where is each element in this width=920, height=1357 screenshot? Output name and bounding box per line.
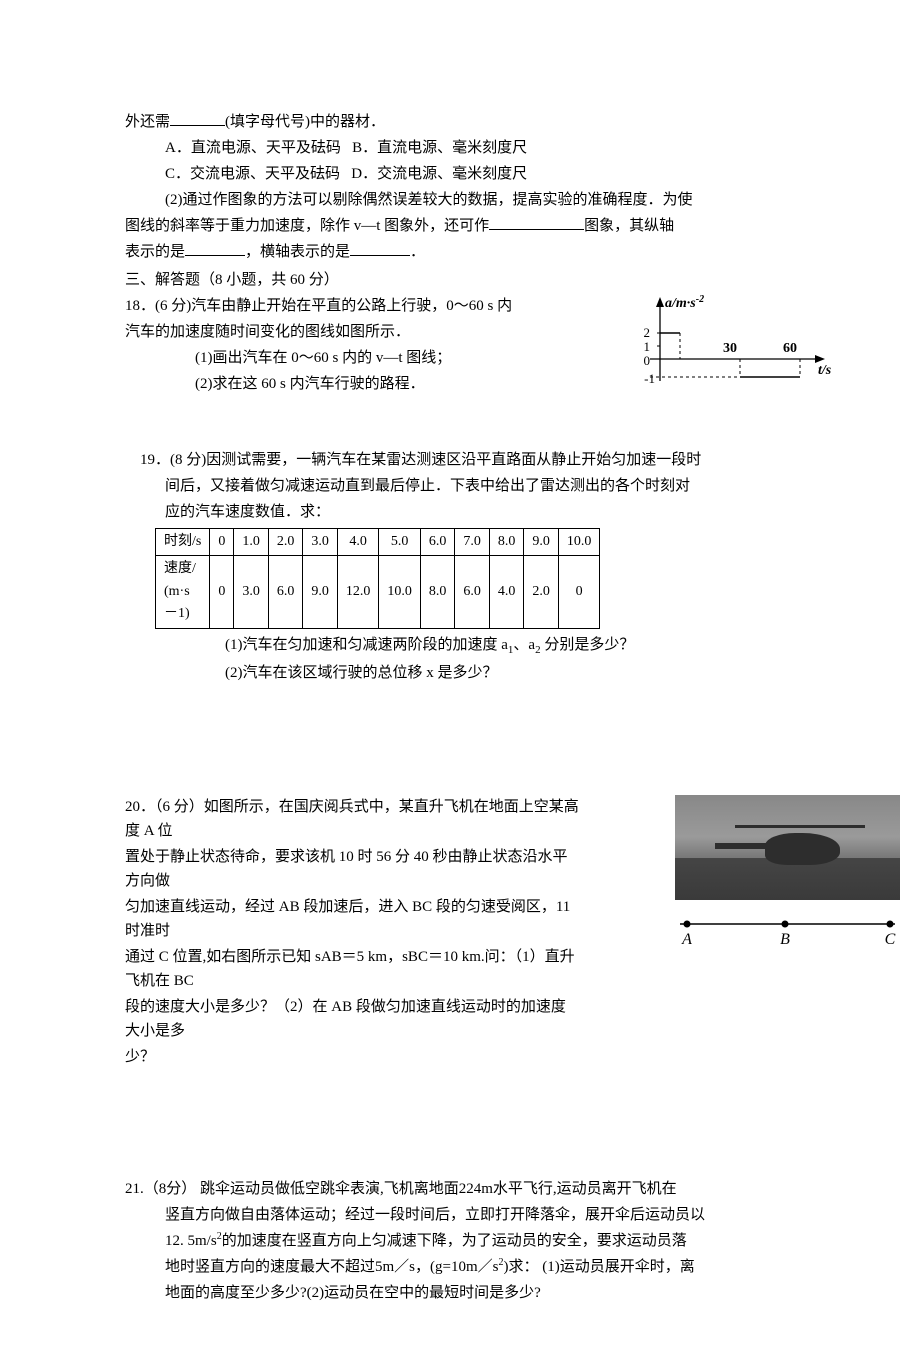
blank-3[interactable] xyxy=(185,255,245,256)
text: (填字母代号)中的器材． xyxy=(225,114,385,130)
q20-l5: 段的速度大小是多少？（2）在 AB 段做匀加速直线运动时的加速度大小是多 xyxy=(125,995,580,1043)
row-label: 时刻/s xyxy=(156,529,210,556)
q21-head: 21.（8分） 跳伞运动员做低空跳伞表演,飞机离地面224m水平飞行,运动员离开… xyxy=(125,1177,810,1201)
ytick-0: 0 xyxy=(644,353,651,368)
blank-2[interactable] xyxy=(489,229,584,230)
xtick-60: 60 xyxy=(783,341,797,356)
q19-p2: (2)汽车在该区域行驶的总位移 x 是多少？ xyxy=(125,661,810,685)
q20-figure: A B C xyxy=(675,795,900,952)
q17-options-row1: A．直流电源、天平及砝码 B．直流电源、毫米刻度尺 xyxy=(125,136,810,160)
point-c xyxy=(887,921,894,928)
x-arrow xyxy=(815,355,825,363)
q20-l4: 通过 C 位置,如右图所示已知 sAB＝5 km，sBC＝10 km.问：（1）… xyxy=(125,945,580,993)
xtick-30: 30 xyxy=(723,341,737,356)
label-c: C xyxy=(885,931,896,948)
text: 图象，其纵轴 xyxy=(584,218,674,234)
option-c: C．交流电源、天平及砝码 xyxy=(165,166,340,182)
q17-part2-line3: 表示的是 ，横轴表示的是 ． xyxy=(125,240,810,264)
q20-l6: 少？ xyxy=(125,1045,580,1069)
ytick-1: 1 xyxy=(644,339,651,354)
q19-p1: (1)汽车在匀加速和匀减速两阶段的加速度 a1、a2 分别是多少？ xyxy=(125,633,810,660)
q20: 20．（6 分）如图所示，在国庆阅兵式中，某直升飞机在地面上空某高度 A 位 置… xyxy=(125,795,810,1069)
q20-l3: 匀加速直线运动，经过 AB 段加速后，进入 BC 段的匀速受阅区，11 时准时 xyxy=(125,895,580,943)
blank-4[interactable] xyxy=(350,255,410,256)
ylabel: a/m·s-2 xyxy=(665,294,704,311)
helicopter-image xyxy=(675,795,900,900)
q21-body: 竖直方向做自由落体运动；经过一段时间后，立即打开降落伞，展开伞后运动员以 12.… xyxy=(125,1203,810,1305)
q19-head: 19．(8 分)因测试需要，一辆汽车在某雷达测速区沿平直路面从静止开始匀加速一段… xyxy=(125,448,810,472)
abc-svg: A B C xyxy=(675,912,900,952)
heli-tail xyxy=(715,843,770,849)
q19-line2: 间后，又接着做匀减速运动直到最后停止．下表中给出了雷达测出的各个时刻对 xyxy=(125,474,810,498)
q21-l2: 竖直方向做自由落体运动；经过一段时间后，立即打开降落伞，展开伞后运动员以 xyxy=(165,1203,810,1227)
q20-l2: 置处于静止状态待命，要求该机 10 时 56 分 40 秒由静止状态沿水平方向做 xyxy=(125,845,580,893)
q18-graph-svg: 2 1 0 -1 30 60 a/m·s-2 t/s xyxy=(625,289,835,399)
point-a xyxy=(684,921,691,928)
heli-rotor xyxy=(735,825,865,828)
q17-line1: 外还需 (填字母代号)中的器材． xyxy=(125,110,810,134)
q21-l4: 地时竖直方向的速度最大不超过5m／s，(g=10m／s2)求： (1)运动员展开… xyxy=(165,1255,810,1279)
row-label: 速度/ (m·s －1) xyxy=(156,556,210,628)
label-a: A xyxy=(681,931,692,948)
option-a: A．直流电源、天平及砝码 xyxy=(165,140,341,156)
table-row-speed: 速度/ (m·s －1) 0 3.0 6.0 9.0 12.0 10.0 8.0… xyxy=(156,556,600,628)
heli-body xyxy=(765,833,840,865)
q17-part2-line2: 图线的斜率等于重力加速度，除作 v—t 图象外，还可作 图象，其纵轴 xyxy=(125,214,810,238)
option-b: B．直流电源、毫米刻度尺 xyxy=(352,140,527,156)
point-b xyxy=(782,921,789,928)
q17-part2-line1: (2)通过作图象的方法可以剔除偶然误差较大的数据，提高实验的准确程度．为使 xyxy=(125,188,810,212)
q19-line3: 应的汽车速度数值．求： xyxy=(125,500,810,524)
text: 外还需 xyxy=(125,114,170,130)
text: ． xyxy=(410,244,425,260)
q18-graph: 2 1 0 -1 30 60 a/m·s-2 t/s xyxy=(625,289,835,399)
table-row-time: 时刻/s 0 1.0 2.0 3.0 4.0 5.0 6.0 7.0 8.0 9… xyxy=(156,529,600,556)
y-arrow xyxy=(656,297,664,307)
q18: 18．(6 分)汽车由静止开始在平直的公路上行驶，0～60 s 内 汽车的加速度… xyxy=(125,294,810,396)
xlabel: t/s xyxy=(818,363,832,378)
text: 图线的斜率等于重力加速度，除作 v—t 图象外，还可作 xyxy=(125,218,489,234)
text: 表示的是 xyxy=(125,244,185,260)
text: ，横轴表示的是 xyxy=(245,244,350,260)
abc-diagram: A B C xyxy=(675,912,900,952)
ytick-neg1: -1 xyxy=(644,371,655,386)
q19-table: 时刻/s 0 1.0 2.0 3.0 4.0 5.0 6.0 7.0 8.0 9… xyxy=(155,528,600,629)
q21-l3: 12. 5m/s2的加速度在竖直方向上匀减速下降，为了运动员的安全，要求运动员落 xyxy=(165,1229,810,1253)
ytick-2: 2 xyxy=(644,325,651,340)
q17-options-row2: C．交流电源、天平及砝码 D．交流电源、毫米刻度尺 xyxy=(125,162,810,186)
q20-head: 20．（6 分）如图所示，在国庆阅兵式中，某直升飞机在地面上空某高度 A 位 xyxy=(125,795,580,843)
option-d: D．交流电源、毫米刻度尺 xyxy=(351,166,527,182)
label-b: B xyxy=(780,931,790,948)
blank-1[interactable] xyxy=(170,125,225,126)
